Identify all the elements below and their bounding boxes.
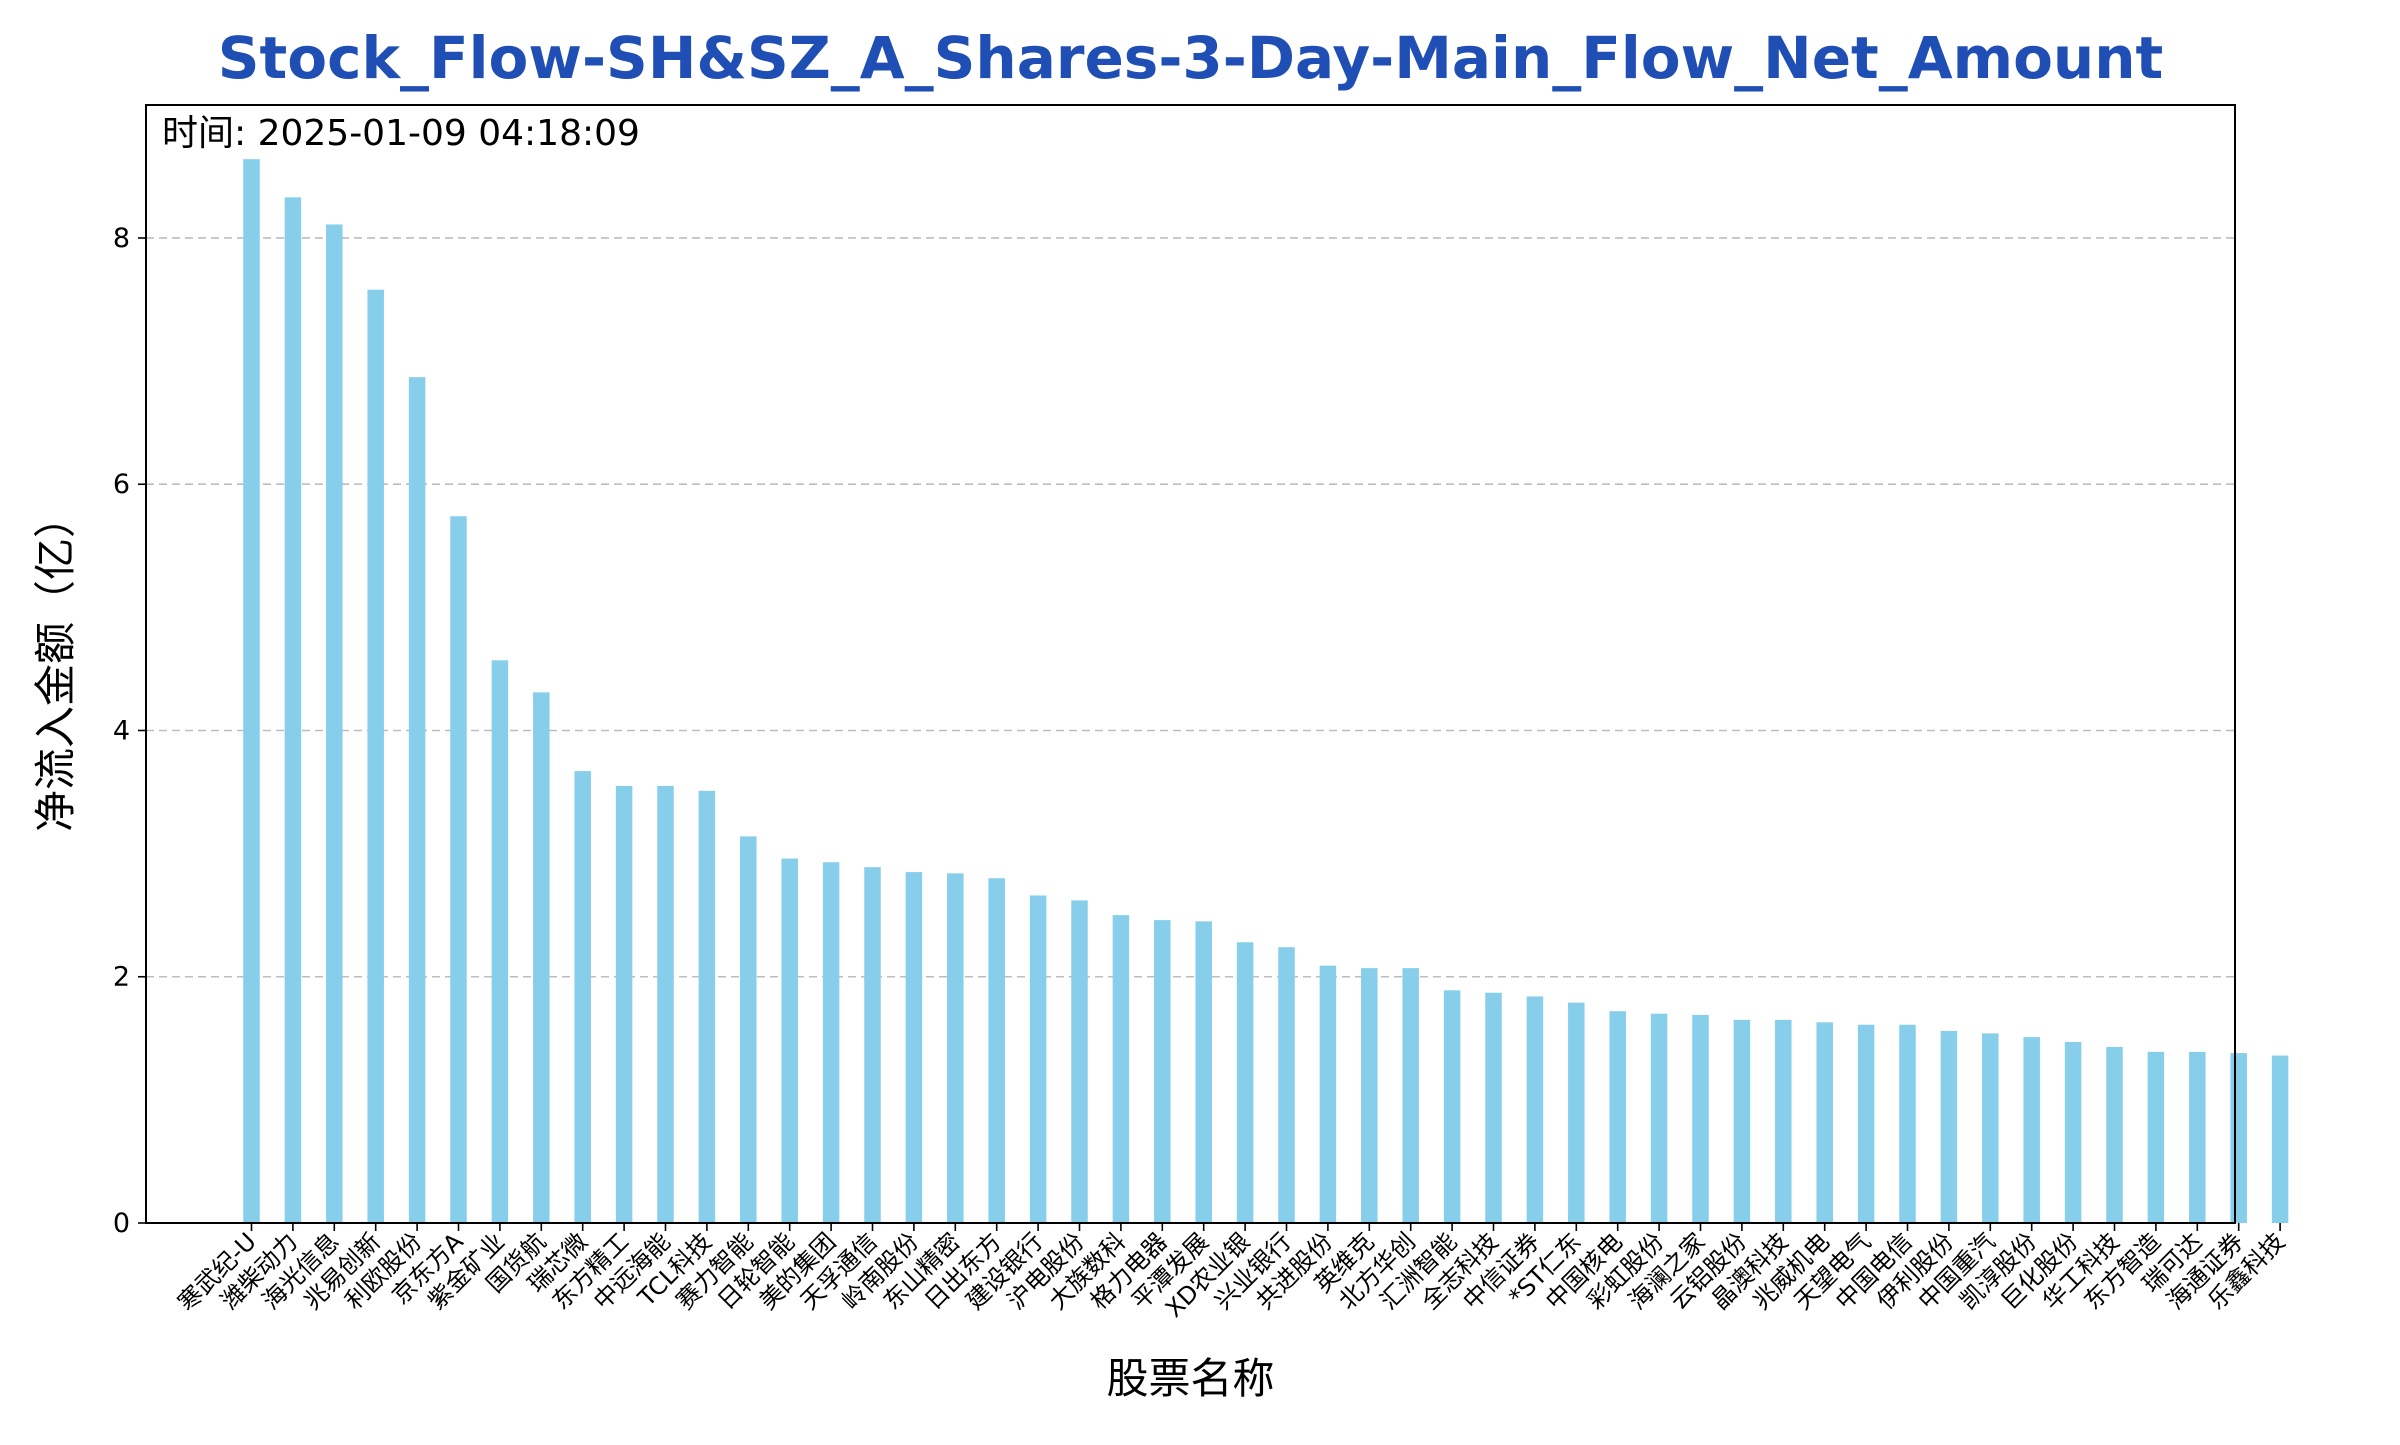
x-axis-ticks: 寒武纪-U潍柴动力海光信息兆易创新利欧股份京东方A紫金矿业国货航瑞芯微东方精工中… [172, 1223, 2290, 1323]
bar [1692, 1015, 1709, 1223]
bar [1982, 1033, 1999, 1223]
x-axis-label: 股票名称 [1106, 1354, 1274, 1403]
bar [1941, 1031, 1958, 1223]
bar [1568, 1003, 1585, 1223]
bar [1071, 900, 1088, 1223]
bar [823, 862, 840, 1223]
bar [2272, 1056, 2289, 1223]
y-tick-label: 8 [113, 223, 130, 254]
bar [1402, 968, 1419, 1223]
bar [2148, 1052, 2165, 1223]
bar [1320, 966, 1337, 1223]
bar [616, 786, 633, 1223]
y-axis-ticks: 0 2 4 6 8 [113, 223, 146, 1239]
bar [1485, 993, 1502, 1223]
timestamp-annotation: 时间: 2025-01-09 04:18:09 [162, 113, 640, 154]
y-tick-label: 6 [113, 469, 130, 500]
bar [367, 290, 384, 1223]
bar [2023, 1037, 2040, 1223]
bar [1858, 1025, 1875, 1223]
bar [574, 771, 591, 1223]
bar [1361, 968, 1378, 1223]
y-axis-label: 净流入金额（亿） [31, 496, 80, 832]
bar [988, 878, 1005, 1223]
bar [1154, 920, 1171, 1223]
bar [2189, 1052, 2206, 1223]
bar [1899, 1025, 1916, 1223]
y-tick-label: 4 [113, 715, 130, 746]
bar [243, 159, 260, 1223]
bar [1195, 921, 1212, 1223]
chart-title: Stock_Flow-SH&SZ_A_Shares-3-Day-Main_Flo… [218, 24, 2164, 92]
bar [1816, 1022, 1833, 1223]
bar [947, 873, 964, 1223]
bar [1278, 947, 1295, 1223]
bar [409, 377, 426, 1223]
bar [2230, 1053, 2247, 1223]
bar [1734, 1020, 1751, 1223]
bar [906, 872, 923, 1223]
bar [1609, 1011, 1626, 1223]
bar [1113, 915, 1130, 1223]
bar [657, 786, 674, 1223]
bar [492, 660, 509, 1223]
bar [1527, 996, 1544, 1223]
bar [533, 692, 550, 1223]
bar [450, 516, 467, 1223]
bar [1775, 1020, 1792, 1223]
bar [1237, 942, 1254, 1223]
bar [326, 224, 343, 1223]
bars [243, 159, 2288, 1223]
bar [864, 867, 881, 1223]
bar [2065, 1042, 2082, 1223]
bar [1030, 895, 1047, 1223]
bar [285, 197, 302, 1223]
bar [1444, 990, 1461, 1223]
bar [2106, 1047, 2123, 1223]
y-tick-label: 2 [113, 962, 130, 993]
bar [1651, 1014, 1668, 1223]
y-tick-label: 0 [113, 1208, 130, 1239]
bar [699, 791, 716, 1223]
bar [740, 836, 757, 1223]
bar [781, 859, 798, 1223]
